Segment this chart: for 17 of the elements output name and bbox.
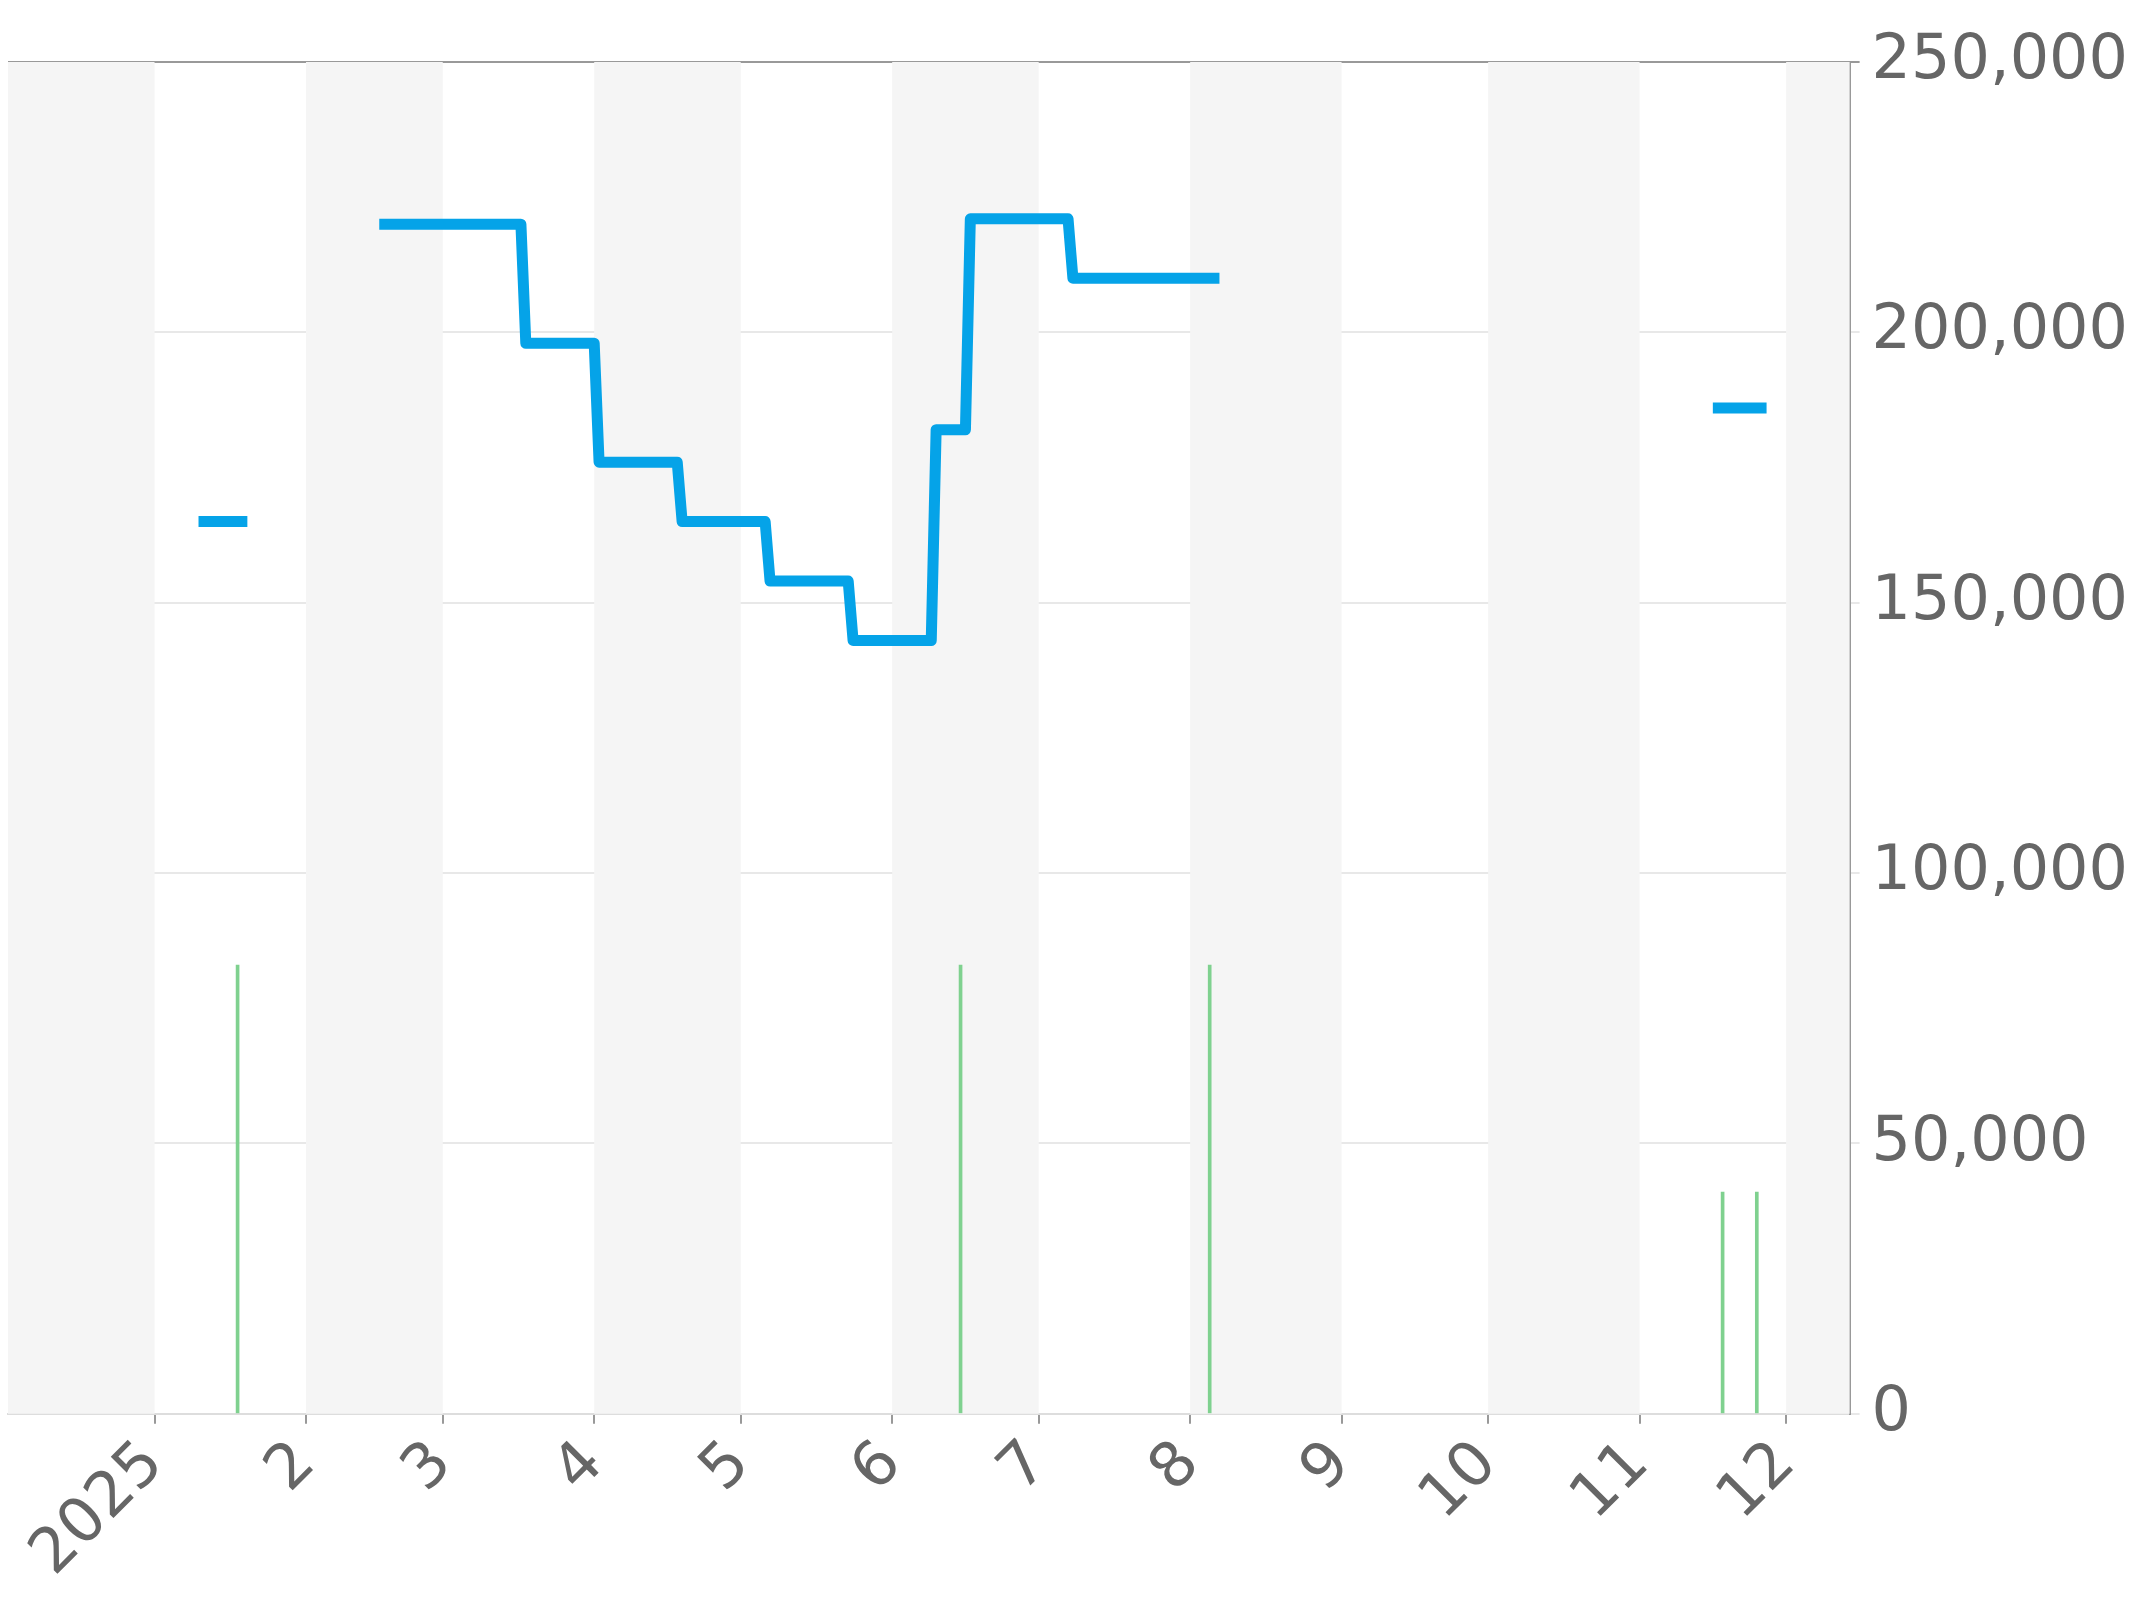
y-tick-label: 250,000	[1871, 20, 2128, 94]
x-tick-label: 5	[683, 1424, 763, 1505]
x-tick-label: 10	[1402, 1424, 1511, 1532]
x-tick-label: 3	[385, 1424, 465, 1505]
x-tick-label: 7	[981, 1424, 1061, 1505]
x-tick-label: 2	[248, 1424, 328, 1505]
y-tick-label: 150,000	[1871, 560, 2128, 634]
x-tick-label: 4	[536, 1424, 617, 1505]
x-tick-label: 6	[834, 1424, 915, 1505]
y-tick-label: 200,000	[1871, 290, 2128, 364]
y-tick-label: 50,000	[1871, 1101, 2089, 1175]
x-tick-label: 9	[1284, 1424, 1364, 1505]
x-tick-label: 8	[1132, 1424, 1213, 1505]
x-tick-label: 11	[1554, 1424, 1662, 1532]
y-tick-label: 0	[1871, 1371, 1912, 1445]
y-tick-label: 100,000	[1871, 831, 2128, 905]
x-tick-label: 12	[1700, 1424, 1809, 1532]
